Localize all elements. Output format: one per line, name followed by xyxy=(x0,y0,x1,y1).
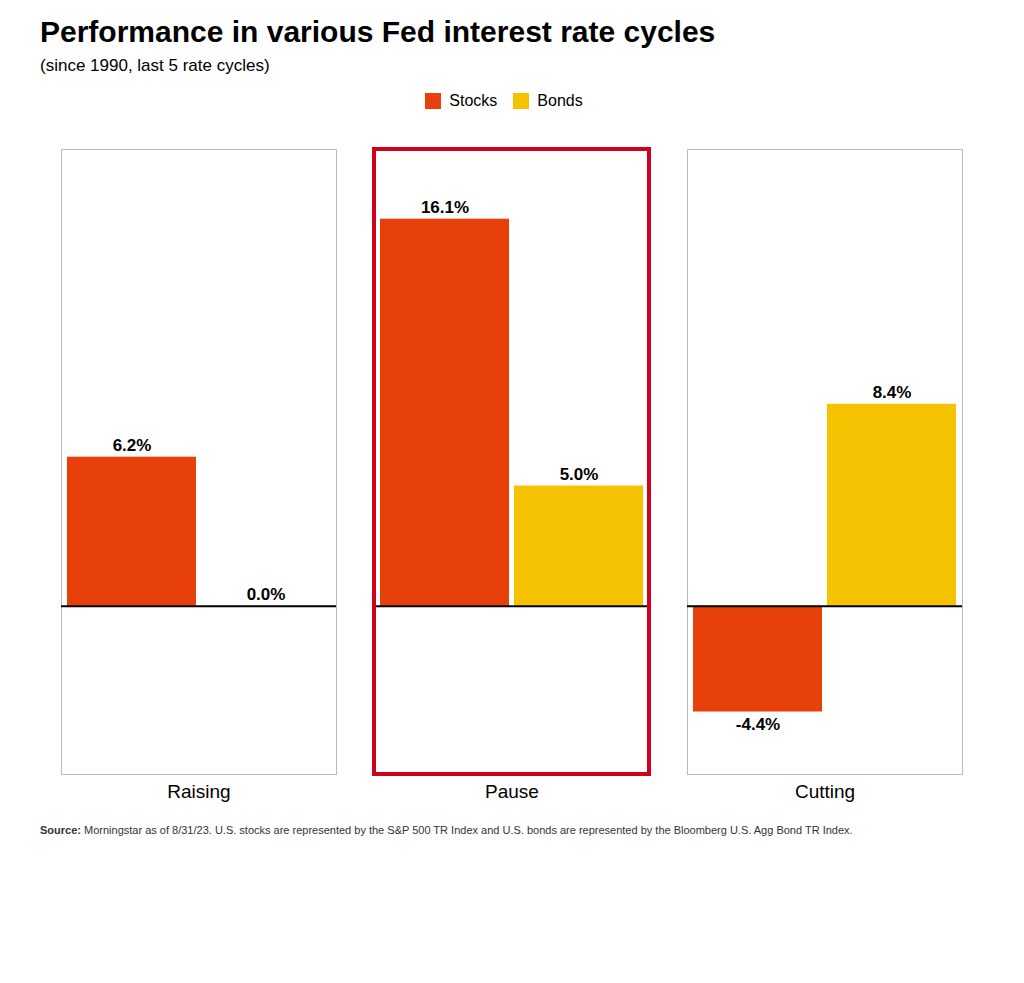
svg-text:0.0%: 0.0% xyxy=(247,585,286,604)
svg-text:Raising: Raising xyxy=(167,781,230,802)
html-text:Source: Morningstar as of 8/31: Source: Morningstar as of 8/31/23. U.S. … xyxy=(40,824,853,836)
html-text:Bonds: Bonds xyxy=(537,91,583,109)
svg-text:Pause: Pause xyxy=(485,781,539,802)
svg-text:16.1%: 16.1% xyxy=(421,198,469,217)
svg-text:6.2%: 6.2% xyxy=(113,436,152,455)
html-text:Stocks: Stocks xyxy=(449,91,498,109)
html-text:Performance in various Fed int: Performance in various Fed interest rate… xyxy=(40,15,716,48)
svg-text:Cutting: Cutting xyxy=(795,781,855,802)
svg-text:8.4%: 8.4% xyxy=(873,383,912,402)
svg-text:5.0%: 5.0% xyxy=(560,465,599,484)
svg-text:-4.4%: -4.4% xyxy=(736,715,780,734)
html-text:(since 1990, last 5 rate cycle: (since 1990, last 5 rate cycles) xyxy=(40,56,270,75)
